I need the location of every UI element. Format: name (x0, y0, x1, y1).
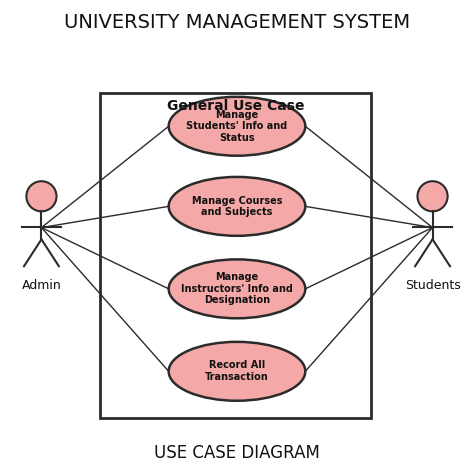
Text: General Use Case: General Use Case (167, 100, 305, 113)
Text: UNIVERSITY MANAGEMENT SYSTEM: UNIVERSITY MANAGEMENT SYSTEM (64, 13, 410, 32)
Ellipse shape (169, 177, 305, 236)
Text: Manage
Students' Info and
Status: Manage Students' Info and Status (186, 109, 288, 143)
FancyBboxPatch shape (100, 93, 371, 419)
Ellipse shape (169, 259, 305, 318)
Circle shape (27, 181, 56, 211)
Text: Manage Courses
and Subjects: Manage Courses and Subjects (192, 196, 282, 217)
Text: Admin: Admin (22, 279, 61, 292)
Ellipse shape (169, 342, 305, 401)
Text: USE CASE DIAGRAM: USE CASE DIAGRAM (154, 444, 320, 462)
Ellipse shape (169, 97, 305, 156)
Text: Students: Students (405, 279, 460, 292)
Text: Manage
Instructors' Info and
Designation: Manage Instructors' Info and Designation (181, 272, 293, 305)
Circle shape (418, 181, 447, 211)
Text: Record All
Transaction: Record All Transaction (205, 361, 269, 382)
